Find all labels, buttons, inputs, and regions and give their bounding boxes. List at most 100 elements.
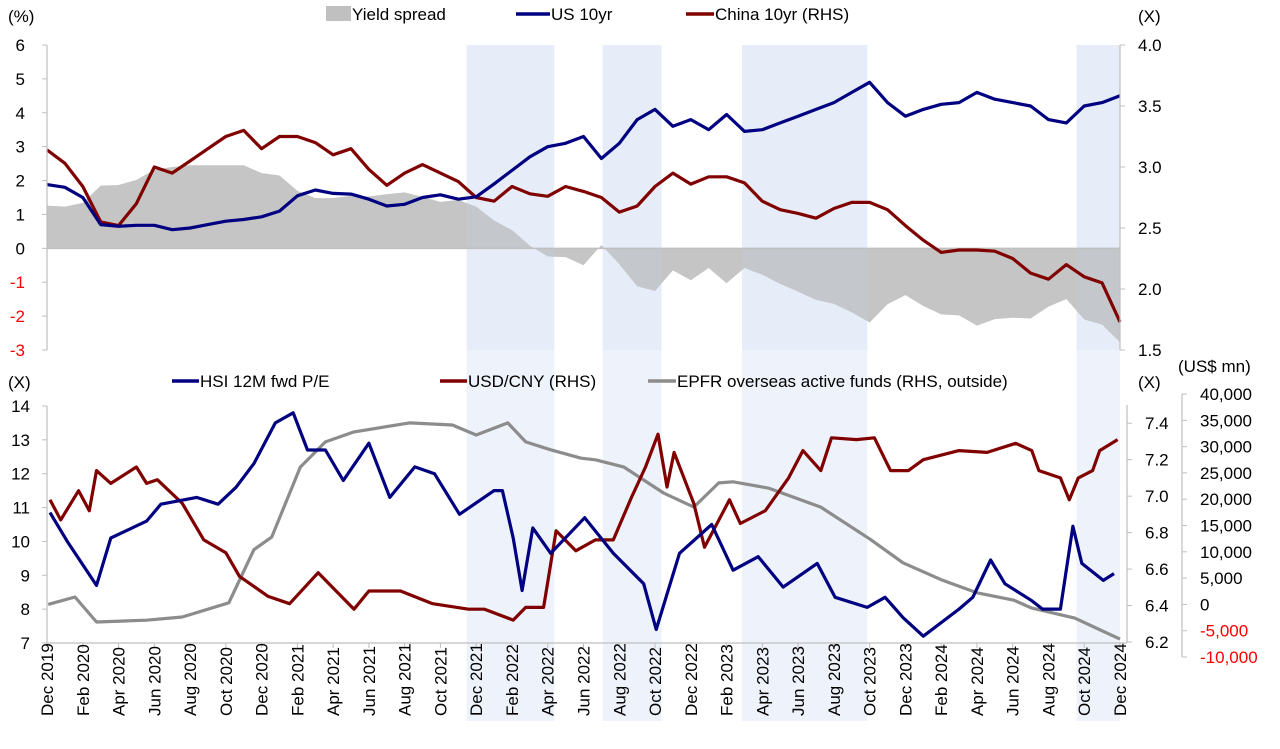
bottom-outside-tick-label: 15,000	[1200, 517, 1252, 536]
bottom-outside-tick-label: 0	[1200, 595, 1209, 614]
series-us-10yr-line	[46, 80, 1121, 232]
bottom-outside-tick-label: -5,000	[1200, 622, 1248, 641]
bottom-left-tick-label: 11	[12, 499, 30, 518]
x-tick-label: Oct 2021	[431, 647, 450, 716]
x-tick-label: Feb 2023	[718, 644, 737, 716]
top-left-tick-label: 1	[16, 205, 25, 224]
top-right-tick-label: 2.0	[1138, 280, 1162, 299]
top-right-tick-label: 3.5	[1138, 97, 1162, 116]
top-right-tick-label: 2.5	[1138, 219, 1162, 238]
bottom-outside-tick-label: 20,000	[1200, 490, 1252, 509]
shaded-period	[742, 45, 868, 721]
top-left-tick-label: 5	[16, 70, 25, 89]
bottom-left-tick-label: 9	[21, 566, 30, 585]
bottom-right-tick-label: 7.4	[1145, 414, 1169, 433]
x-tick-label: Oct 2020	[217, 647, 236, 716]
x-tick-label: Dec 2020	[253, 643, 272, 716]
legend-label-epfr: EPFR overseas active funds (RHS, outside…	[677, 372, 1008, 391]
bottom-right-tick-label: 7.2	[1145, 451, 1169, 470]
x-tick-label: Feb 2021	[288, 644, 307, 716]
x-tick-label: Aug 2024	[1039, 643, 1058, 716]
top-left-tick-label: 0	[16, 239, 25, 258]
bottom-left-unit-label: (X)	[8, 373, 31, 392]
x-tick-label: Feb 2020	[74, 644, 93, 716]
shaded-period-overlay	[602, 45, 662, 350]
x-tick-label: Aug 2021	[396, 643, 415, 716]
series-china-10yr-line	[46, 128, 1122, 323]
top-left-tick-label: 2	[16, 172, 25, 191]
bottom-legend: HSI 12M fwd P/E USD/CNY (RHS) EPFR overs…	[172, 372, 1008, 391]
x-tick-label: Dec 2021	[467, 643, 486, 716]
top-left-tick-label: -1	[10, 273, 25, 292]
x-tick-label: Feb 2022	[503, 644, 522, 716]
bottom-right-tick-label: 6.6	[1145, 560, 1169, 579]
bottom-right-tick-label: 6.4	[1145, 597, 1169, 616]
top-right-unit-label: (X)	[1138, 7, 1161, 26]
x-tick-label: Oct 2023	[861, 647, 880, 716]
bottom-outside-tick-label: 40,000	[1200, 385, 1252, 404]
bottom-outside-tick-label: -10,000	[1200, 648, 1258, 667]
top-left-tick-label: 6	[16, 36, 25, 55]
bottom-right-tick-label: 6.8	[1145, 524, 1169, 543]
top-right-tick-label: 1.5	[1138, 341, 1162, 360]
top-left-tick-label: 4	[16, 104, 25, 123]
x-tick-label: Dec 2019	[38, 643, 57, 716]
legend-label-china-10yr: China 10yr (RHS)	[715, 5, 849, 24]
x-tick-label: Jun 2022	[575, 646, 594, 716]
x-tick-label: Dec 2024	[1111, 643, 1130, 716]
x-tick-label: Apr 2024	[968, 647, 987, 716]
series-epfr-line	[47, 421, 1121, 641]
bottom-left-tick-label: 12	[11, 465, 30, 484]
bottom-outside-tick-label: 35,000	[1200, 411, 1252, 430]
series-usdcny-line	[48, 432, 1119, 622]
x-tick-label: Aug 2023	[825, 643, 844, 716]
x-tick-label: Dec 2023	[896, 643, 915, 716]
shaded-period-overlay	[1076, 45, 1120, 350]
top-legend: Yield spread US 10yr China 10yr (RHS)	[326, 5, 849, 24]
x-tick-label: Apr 2022	[539, 647, 558, 716]
x-tick-label: Apr 2021	[324, 647, 343, 716]
x-tick-label: Dec 2022	[682, 643, 701, 716]
shaded-period	[1076, 45, 1120, 721]
top-left-unit-label: (%)	[8, 7, 34, 26]
x-tick-label: Feb 2024	[932, 644, 951, 716]
bottom-left-tick-label: 14	[11, 397, 30, 416]
x-tick-label: Jun 2021	[360, 646, 379, 716]
legend-label-us-10yr: US 10yr	[551, 5, 613, 24]
x-tick-label: Apr 2020	[110, 647, 129, 716]
bottom-outside-tick-label: 30,000	[1200, 438, 1252, 457]
x-tick-label: Aug 2020	[181, 643, 200, 716]
x-tick-label: Oct 2024	[1075, 647, 1094, 716]
x-tick-label: Jun 2020	[145, 646, 164, 716]
top-panel: 6 5 4 3 2 1 0 -1 -2 -3 4.0 3.5 3.0 2.5 2.0 1.5	[10, 36, 1162, 360]
x-tick-label: Jun 2023	[789, 646, 808, 716]
bottom-left-tick-label: 13	[11, 431, 30, 450]
shaded-periods	[466, 45, 1120, 721]
legend-label-hsi: HSI 12M fwd P/E	[200, 372, 329, 391]
legend-swatch-yield-spread	[326, 6, 351, 21]
bottom-outside-tick-label: 10,000	[1200, 543, 1252, 562]
x-axis: Dec 2019 Feb 2020 Apr 2020 Jun 2020 Aug 2020…	[38, 643, 1130, 716]
bottom-outside-tick-label: 5,000	[1200, 569, 1243, 588]
top-left-tick-label: -2	[10, 307, 25, 326]
x-tick-label: Oct 2022	[646, 647, 665, 716]
x-tick-label: Jun 2024	[1004, 646, 1023, 716]
bottom-left-tick-label: 7	[21, 634, 30, 653]
legend-label-usdcny: USD/CNY (RHS)	[468, 372, 596, 391]
bottom-left-tick-label: 8	[21, 600, 30, 619]
bottom-panel: 14 13 12 11 10 9 8 7 7.4 7.2 7.0 6.8 6.6 6.4 6.2 40,000…	[11, 385, 1258, 667]
bottom-right-tick-label: 6.2	[1145, 633, 1169, 652]
bottom-right-unit-label: (X)	[1138, 373, 1161, 392]
bottom-right-tick-label: 7.0	[1145, 487, 1169, 506]
top-left-tick-label: -3	[10, 341, 25, 360]
x-tick-label: Apr 2023	[753, 647, 772, 716]
x-tick-label: Aug 2022	[610, 643, 629, 716]
top-right-tick-label: 4.0	[1138, 36, 1162, 55]
series-hsi-pe-line	[48, 411, 1115, 638]
legend-label-yield-spread: Yield spread	[352, 5, 446, 24]
bottom-left-tick-label: 10	[11, 532, 30, 551]
bottom-outside-unit-label: (US$ mn)	[1178, 357, 1251, 376]
series-yield-spread-area	[47, 165, 1120, 343]
bottom-outside-tick-label: 25,000	[1200, 464, 1252, 483]
